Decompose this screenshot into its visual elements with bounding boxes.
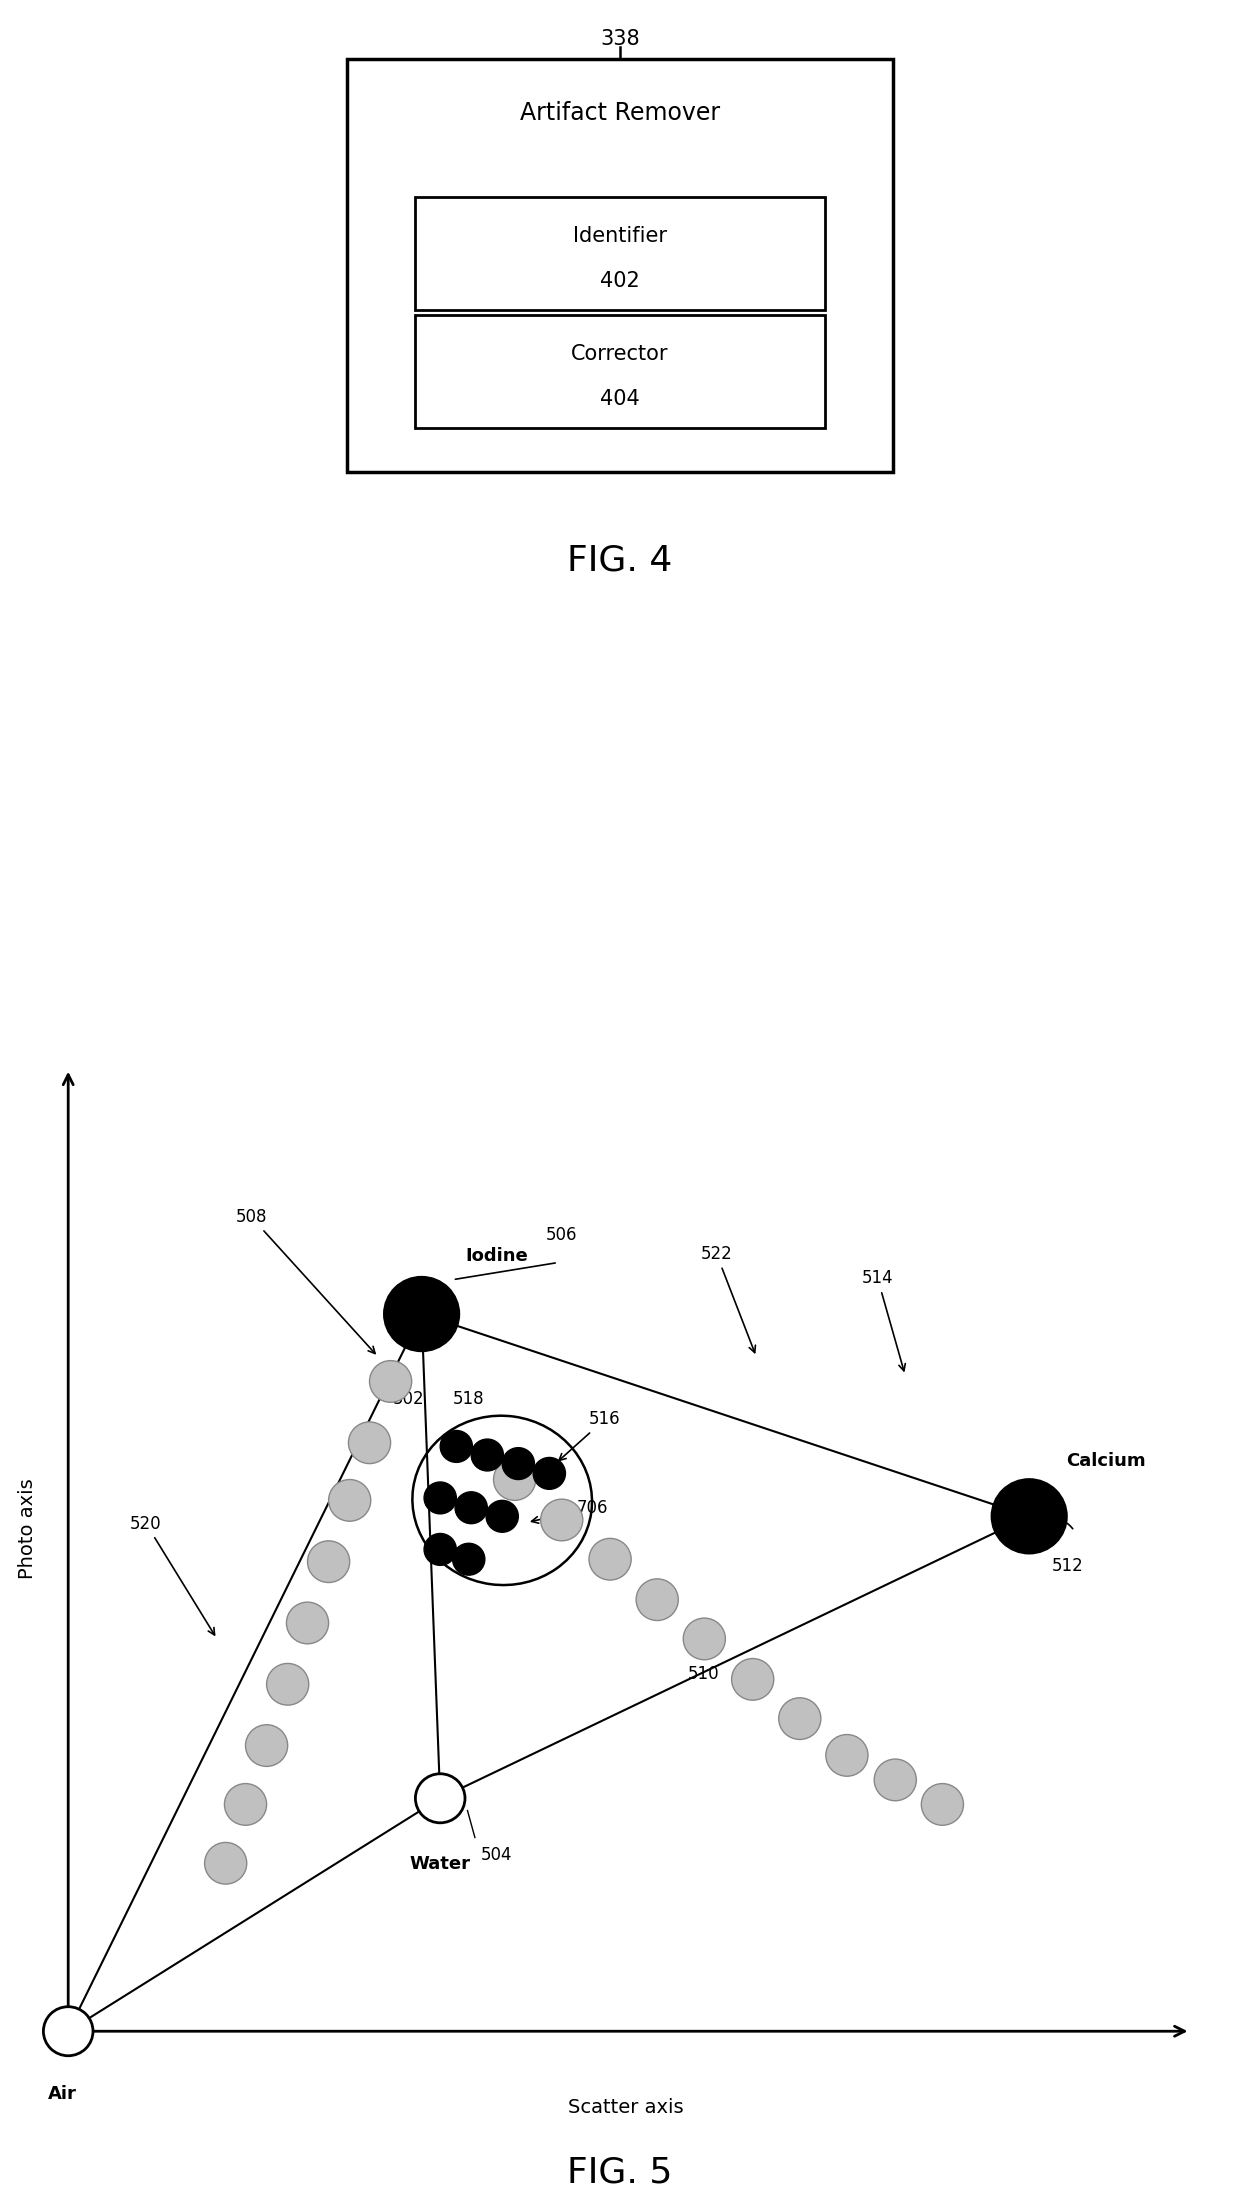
Text: 338: 338 bbox=[600, 29, 640, 49]
Circle shape bbox=[589, 1537, 631, 1579]
Circle shape bbox=[246, 1725, 288, 1767]
Text: 512: 512 bbox=[1052, 1557, 1084, 1575]
Text: 706: 706 bbox=[532, 1498, 608, 1524]
Circle shape bbox=[424, 1533, 456, 1566]
Circle shape bbox=[502, 1447, 534, 1480]
Text: Photo axis: Photo axis bbox=[17, 1478, 37, 1579]
Circle shape bbox=[224, 1783, 267, 1825]
Circle shape bbox=[415, 1774, 465, 1822]
Circle shape bbox=[267, 1663, 309, 1705]
Text: 402: 402 bbox=[600, 272, 640, 292]
Circle shape bbox=[43, 2006, 93, 2057]
Text: FIG. 4: FIG. 4 bbox=[568, 543, 672, 577]
Bar bbox=[347, 60, 893, 473]
Circle shape bbox=[370, 1361, 412, 1403]
Circle shape bbox=[533, 1458, 565, 1489]
Text: 522: 522 bbox=[701, 1246, 755, 1352]
Text: Water: Water bbox=[409, 1856, 471, 1873]
Circle shape bbox=[329, 1480, 371, 1522]
Text: FIG. 5: FIG. 5 bbox=[568, 2156, 672, 2189]
Circle shape bbox=[921, 1783, 963, 1825]
Text: 506: 506 bbox=[546, 1226, 577, 1244]
Circle shape bbox=[384, 1277, 459, 1350]
Circle shape bbox=[308, 1542, 350, 1582]
Circle shape bbox=[453, 1544, 485, 1575]
Text: 516: 516 bbox=[559, 1409, 621, 1460]
Text: 510: 510 bbox=[688, 1666, 720, 1683]
Circle shape bbox=[779, 1699, 821, 1738]
Text: Artifact Remover: Artifact Remover bbox=[520, 102, 720, 126]
Circle shape bbox=[471, 1438, 503, 1471]
Circle shape bbox=[826, 1734, 868, 1776]
Text: 502: 502 bbox=[393, 1389, 425, 1407]
Bar bbox=[415, 197, 825, 309]
Circle shape bbox=[874, 1758, 916, 1800]
Circle shape bbox=[732, 1659, 774, 1701]
Circle shape bbox=[992, 1480, 1066, 1553]
Text: 404: 404 bbox=[600, 389, 640, 409]
Text: 520: 520 bbox=[130, 1515, 215, 1635]
Circle shape bbox=[636, 1579, 678, 1621]
Text: Corrector: Corrector bbox=[572, 345, 668, 364]
Circle shape bbox=[494, 1458, 536, 1500]
Circle shape bbox=[440, 1431, 472, 1462]
Circle shape bbox=[205, 1842, 247, 1884]
Text: Scatter axis: Scatter axis bbox=[568, 2099, 684, 2116]
Text: Identifier: Identifier bbox=[573, 225, 667, 245]
Circle shape bbox=[424, 1482, 456, 1513]
Text: 514: 514 bbox=[862, 1270, 905, 1372]
Circle shape bbox=[541, 1500, 583, 1542]
Text: 508: 508 bbox=[236, 1208, 374, 1354]
Text: Calcium: Calcium bbox=[1066, 1451, 1146, 1469]
Text: 504: 504 bbox=[481, 1845, 512, 1864]
Text: Air: Air bbox=[47, 2085, 77, 2103]
Circle shape bbox=[286, 1602, 329, 1643]
Bar bbox=[415, 314, 825, 429]
Circle shape bbox=[486, 1500, 518, 1533]
Text: 518: 518 bbox=[453, 1389, 485, 1407]
Circle shape bbox=[348, 1423, 391, 1465]
Text: Iodine: Iodine bbox=[465, 1248, 528, 1266]
Circle shape bbox=[455, 1491, 487, 1524]
Circle shape bbox=[683, 1617, 725, 1659]
